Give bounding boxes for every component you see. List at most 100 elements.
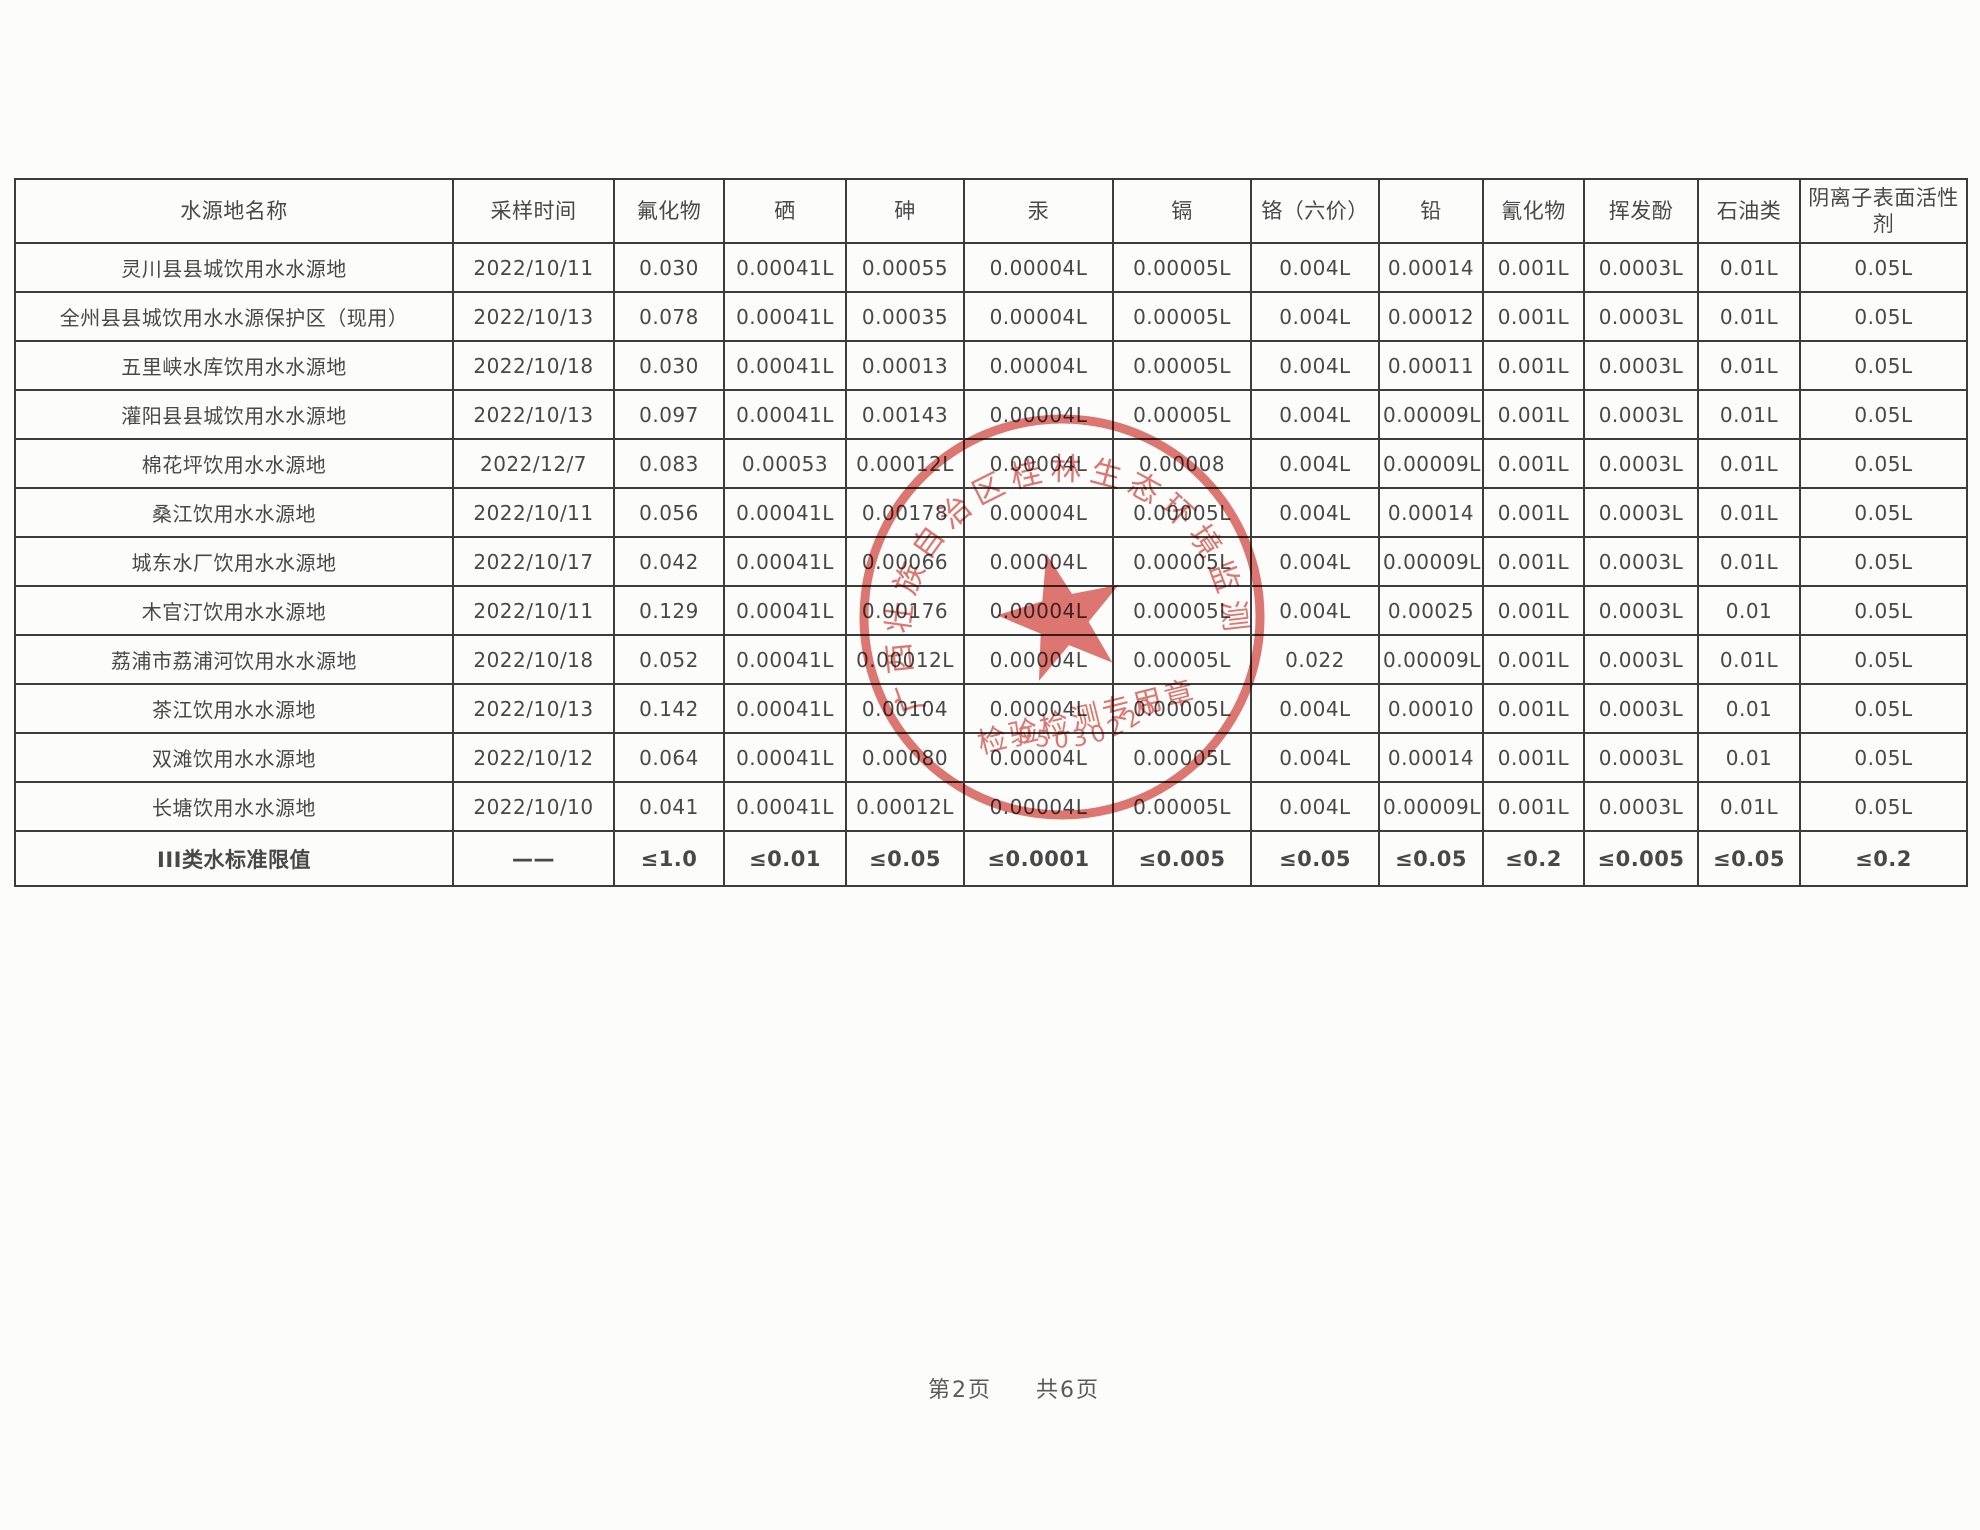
- value-cell: 0.004L: [1250, 291, 1380, 342]
- value-cell: 0.05L: [1799, 634, 1968, 685]
- value-cell: 0.056: [613, 487, 725, 538]
- source-name-cell: 双滩饮用水水源地: [14, 732, 454, 783]
- value-cell: 0.00005L: [1112, 242, 1252, 293]
- value-cell: 0.00012L: [845, 438, 965, 489]
- value-cell: 0.00004L: [963, 781, 1114, 832]
- value-cell: ≤0.05: [1697, 830, 1801, 887]
- value-cell: 0.00005L: [1112, 683, 1252, 734]
- table-row: 桑江饮用水水源地 2022/10/11 0.056 0.00041L 0.00178 0.…: [14, 487, 1968, 538]
- value-cell: 0.0003L: [1583, 781, 1699, 832]
- value-cell: ≤0.05: [845, 830, 965, 887]
- value-cell: 0.01L: [1697, 340, 1801, 391]
- value-cell: 0.0003L: [1583, 536, 1699, 587]
- value-cell: 0.00041L: [723, 242, 847, 293]
- value-cell: 0.01L: [1697, 634, 1801, 685]
- value-cell: 0.00014: [1378, 487, 1484, 538]
- value-cell: 0.00176: [845, 585, 965, 636]
- value-cell: 0.001L: [1482, 683, 1585, 734]
- table-row: 城东水厂饮用水水源地 2022/10/17 0.042 0.00041L 0.00066…: [14, 536, 1968, 587]
- value-cell: 0.142: [613, 683, 725, 734]
- column-header: 铅: [1378, 178, 1484, 244]
- source-name-cell: 长塘饮用水水源地: [14, 781, 454, 832]
- sample-date-cell: 2022/10/13: [452, 389, 615, 440]
- value-cell: 0.00009L: [1378, 438, 1484, 489]
- value-cell: 0.00013: [845, 340, 965, 391]
- sample-date-cell: 2022/10/10: [452, 781, 615, 832]
- value-cell: 0.01L: [1697, 291, 1801, 342]
- value-cell: 0.004L: [1250, 438, 1380, 489]
- value-cell: 0.00004L: [963, 536, 1114, 587]
- value-cell: 0.00004L: [963, 438, 1114, 489]
- value-cell: 0.052: [613, 634, 725, 685]
- value-cell: 0.05L: [1799, 389, 1968, 440]
- value-cell: 0.004L: [1250, 732, 1380, 783]
- source-name-cell: 灌阳县县城饮用水水源地: [14, 389, 454, 440]
- table-header-row: 水源地名称 采样时间 氟化物硒砷汞镉铬（六价）铅氰化物 挥发酚 石油类 阴离子表面活性剂: [14, 178, 1968, 244]
- value-cell: 0.00005L: [1112, 340, 1252, 391]
- value-cell: 0.01L: [1697, 781, 1801, 832]
- value-cell: 0.00004L: [963, 340, 1114, 391]
- sample-date-cell: 2022/10/11: [452, 487, 615, 538]
- value-cell: 0.001L: [1482, 781, 1585, 832]
- table-row: 全州县县城饮用水水源保护区（现用） 2022/10/13 0.078 0.00041L…: [14, 291, 1968, 342]
- source-name-cell: 城东水厂饮用水水源地: [14, 536, 454, 587]
- column-header: 镉: [1112, 178, 1252, 244]
- value-cell: 0.004L: [1250, 683, 1380, 734]
- column-header: 硒: [723, 178, 847, 244]
- value-cell: 0.00009L: [1378, 536, 1484, 587]
- source-name-cell: 全州县县城饮用水水源保护区（现用）: [14, 291, 454, 342]
- value-cell: 0.00012: [1378, 291, 1484, 342]
- value-cell: 0.05L: [1799, 242, 1968, 293]
- value-cell: 0.0003L: [1583, 340, 1699, 391]
- value-cell: 0.05L: [1799, 536, 1968, 587]
- table-row: 木官汀饮用水水源地 2022/10/11 0.129 0.00041L 0.00176 0…: [14, 585, 1968, 636]
- value-cell: 0.00005L: [1112, 487, 1252, 538]
- value-cell: 0.0003L: [1583, 585, 1699, 636]
- value-cell: 0.00008: [1112, 438, 1252, 489]
- source-name-cell: 棉花坪饮用水水源地: [14, 438, 454, 489]
- column-header: 氰化物: [1482, 178, 1585, 244]
- source-name-cell: 五里峡水库饮用水水源地: [14, 340, 454, 391]
- sample-date-cell: 2022/10/13: [452, 683, 615, 734]
- column-header: 石油类: [1697, 178, 1801, 244]
- value-cell: ≤0.0001: [963, 830, 1114, 887]
- value-cell: 0.00004L: [963, 291, 1114, 342]
- value-cell: 0.001L: [1482, 487, 1585, 538]
- column-header: 挥发酚: [1583, 178, 1699, 244]
- value-cell: 0.004L: [1250, 536, 1380, 587]
- value-cell: 0.004L: [1250, 242, 1380, 293]
- value-cell: 0.022: [1250, 634, 1380, 685]
- value-cell: 0.00041L: [723, 781, 847, 832]
- value-cell: 0.00080: [845, 732, 965, 783]
- value-cell: 0.00041L: [723, 634, 847, 685]
- footer-total-pages: 共6页: [1036, 1378, 1100, 1403]
- column-header: 铬（六价）: [1250, 178, 1380, 244]
- value-cell: ≤0.05: [1250, 830, 1380, 887]
- table-row: 双滩饮用水水源地 2022/10/12 0.064 0.00041L 0.00080 0.…: [14, 732, 1968, 783]
- value-cell: 0.00104: [845, 683, 965, 734]
- value-cell: 0.00004L: [963, 634, 1114, 685]
- value-cell: 0.05L: [1799, 340, 1968, 391]
- value-cell: 0.00053: [723, 438, 847, 489]
- value-cell: 0.00014: [1378, 732, 1484, 783]
- table-row: 灵川县县城饮用水水源地 2022/10/11 0.030 0.00041L 0.0005…: [14, 242, 1968, 293]
- value-cell: 0.00066: [845, 536, 965, 587]
- table-row: 荔浦市荔浦河饮用水水源地 2022/10/18 0.052 0.00041L 0.000…: [14, 634, 1968, 685]
- value-cell: 0.00143: [845, 389, 965, 440]
- value-cell: 0.004L: [1250, 585, 1380, 636]
- value-cell: 0.01: [1697, 585, 1801, 636]
- value-cell: 0.00010: [1378, 683, 1484, 734]
- column-header: 阴离子表面活性剂: [1799, 178, 1968, 244]
- value-cell: 0.01: [1697, 732, 1801, 783]
- value-cell: 0.00004L: [963, 487, 1114, 538]
- column-header: 采样时间: [452, 178, 615, 244]
- value-cell: 0.00005L: [1112, 389, 1252, 440]
- value-cell: 0.00005L: [1112, 291, 1252, 342]
- value-cell: 0.00004L: [963, 585, 1114, 636]
- value-cell: 0.00004L: [963, 683, 1114, 734]
- table-row: 灌阳县县城饮用水水源地 2022/10/13 0.097 0.00041L 0.0014…: [14, 389, 1968, 440]
- value-cell: 0.0003L: [1583, 732, 1699, 783]
- value-cell: 0.0003L: [1583, 634, 1699, 685]
- value-cell: 0.00041L: [723, 536, 847, 587]
- value-cell: 0.001L: [1482, 585, 1585, 636]
